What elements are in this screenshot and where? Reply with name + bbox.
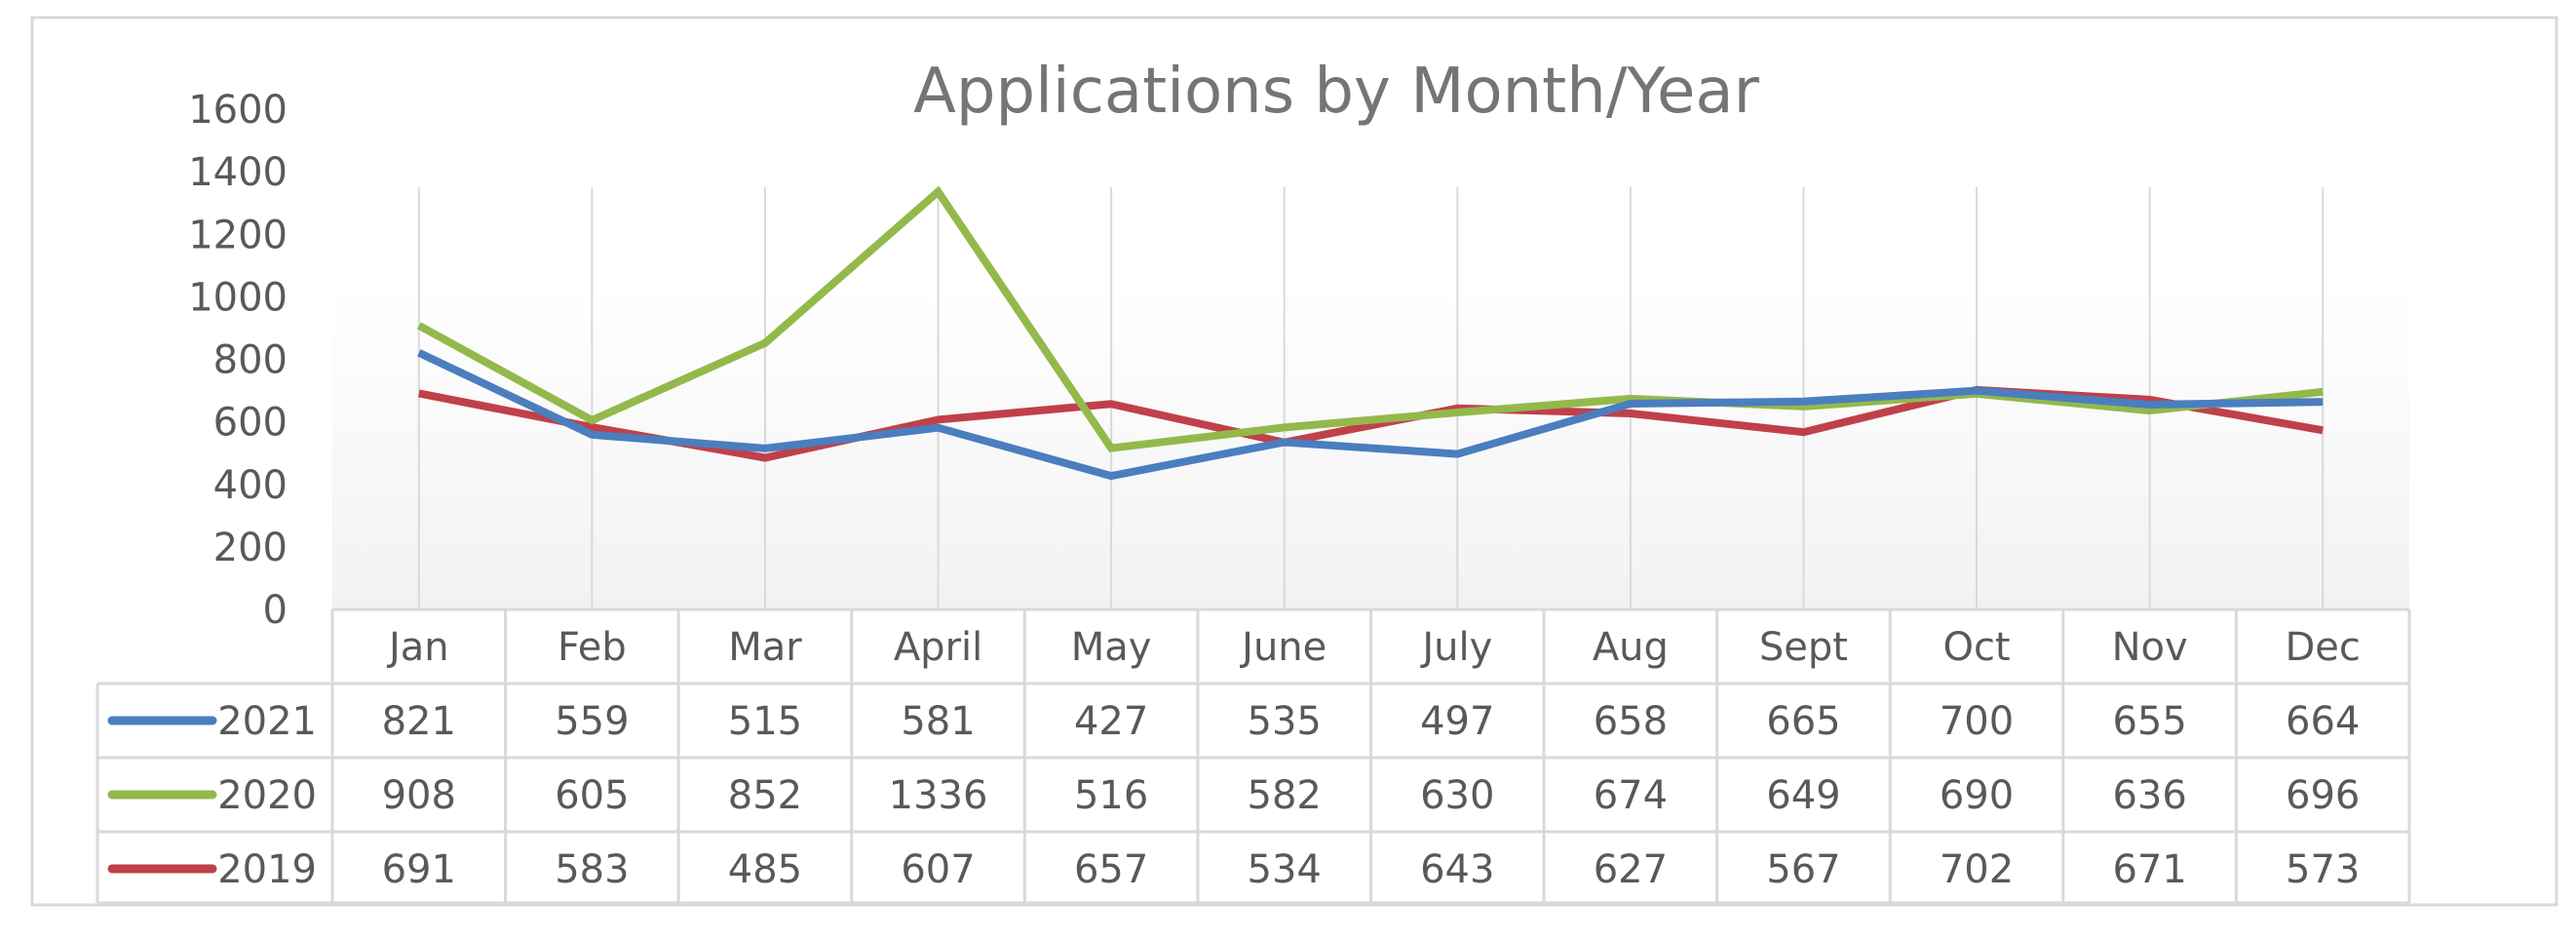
- x-tick-label: Dec: [2286, 625, 2361, 670]
- y-tick-label: 1200: [188, 213, 288, 257]
- data-label: 643: [1420, 847, 1494, 892]
- data-label: 690: [1940, 773, 2014, 818]
- data-label: 1336: [889, 773, 988, 818]
- y-tick-label: 1000: [188, 275, 288, 320]
- x-tick-label: June: [1239, 625, 1326, 670]
- x-tick-label: July: [1419, 625, 1492, 670]
- chart-title: Applications by Month/Year: [913, 56, 1759, 128]
- y-axis: 0 200 400 600 800 1000 1200 1400 1600: [188, 88, 288, 633]
- data-label: 655: [2112, 699, 2186, 744]
- legend-label: 2021: [217, 699, 317, 744]
- y-tick-label: 1600: [188, 88, 288, 133]
- data-label: 515: [728, 699, 802, 744]
- y-tick-label: 600: [213, 401, 288, 446]
- data-label: 691: [382, 847, 456, 892]
- y-tick-label: 200: [213, 526, 288, 570]
- data-label: 567: [1766, 847, 1840, 892]
- y-tick-label: 400: [213, 463, 288, 508]
- data-label: 630: [1420, 773, 1494, 818]
- data-label: 664: [2286, 699, 2360, 744]
- y-tick-label: 0: [263, 588, 288, 633]
- data-label: 607: [901, 847, 975, 892]
- data-label: 908: [382, 773, 456, 818]
- x-tick-label: April: [894, 625, 982, 670]
- data-label: 657: [1074, 847, 1148, 892]
- x-tick-label: Nov: [2112, 625, 2188, 670]
- data-label: 497: [1420, 699, 1494, 744]
- data-label: 627: [1594, 847, 1668, 892]
- y-tick-label: 800: [213, 338, 288, 383]
- data-label: 559: [555, 699, 629, 744]
- x-tick-label: Jan: [386, 625, 449, 670]
- x-tick-label: Sept: [1759, 625, 1848, 670]
- data-label: 674: [1594, 773, 1668, 818]
- data-label: 427: [1074, 699, 1148, 744]
- legend-label: 2020: [217, 773, 317, 818]
- data-label: 696: [2286, 773, 2360, 818]
- data-label: 583: [555, 847, 629, 892]
- x-tick-label: Feb: [557, 625, 627, 670]
- y-tick-label: 1400: [188, 150, 288, 195]
- data-label: 700: [1940, 699, 2014, 744]
- x-tick-label: May: [1071, 625, 1152, 670]
- data-label: 485: [728, 847, 802, 892]
- series-line-2021: [417, 349, 2324, 481]
- data-label: 636: [2112, 773, 2186, 818]
- data-label: 665: [1766, 699, 1840, 744]
- x-tick-label: Aug: [1593, 625, 1669, 670]
- data-label: 534: [1248, 847, 1322, 892]
- legend-label: 2019: [217, 847, 317, 892]
- data-label: 821: [382, 699, 456, 744]
- data-label: 852: [728, 773, 802, 818]
- data-label: 581: [901, 699, 975, 744]
- x-tick-label: Oct: [1942, 625, 2010, 670]
- data-label: 658: [1594, 699, 1668, 744]
- x-tick-label: Mar: [728, 625, 802, 670]
- data-label: 573: [2286, 847, 2360, 892]
- data-label: 605: [555, 773, 629, 818]
- series-lines: [416, 185, 2324, 481]
- data-label: 535: [1248, 699, 1322, 744]
- data-label: 516: [1074, 773, 1148, 818]
- data-table: Jan Feb Mar April May June July Aug Sept Oct Nov De…: [96, 607, 2411, 905]
- data-label: 649: [1766, 773, 1840, 818]
- data-label: 671: [2112, 847, 2186, 892]
- data-label: 582: [1248, 773, 1322, 818]
- data-label: 702: [1940, 847, 2014, 892]
